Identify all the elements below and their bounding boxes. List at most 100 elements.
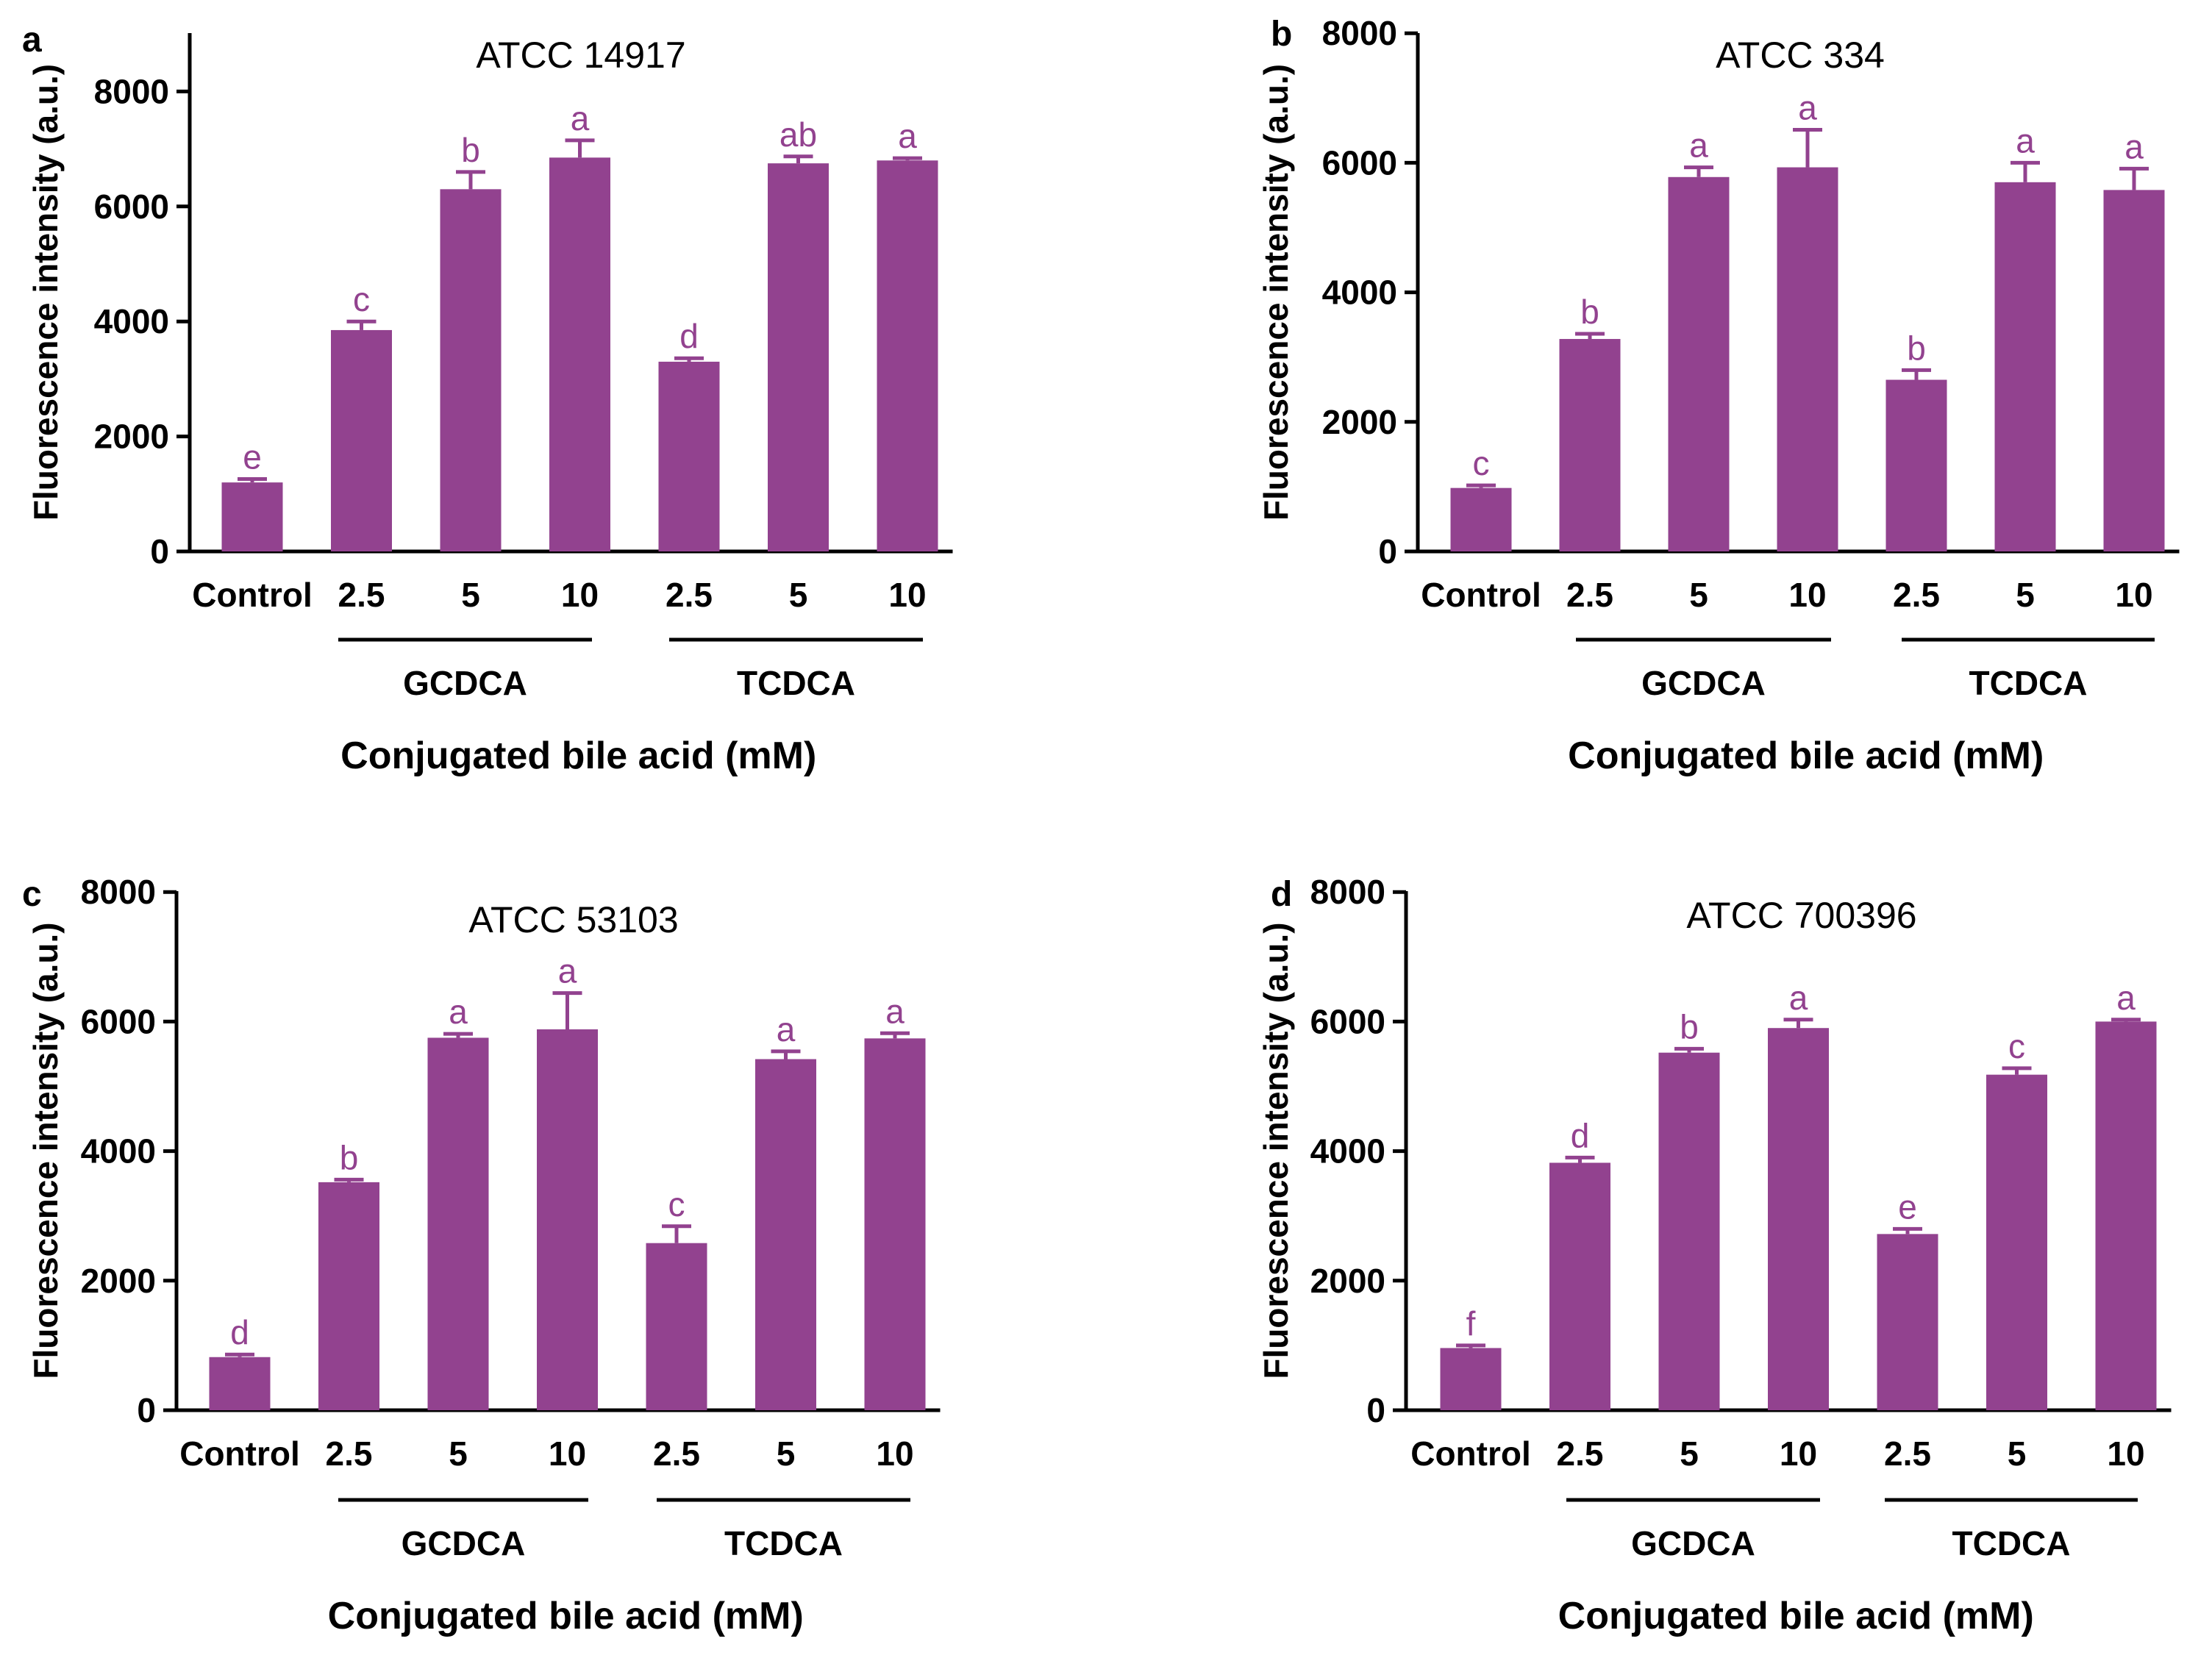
panel-c: c ATCC 53103 Fluorescence intensity (a.u.)… <box>22 873 941 1637</box>
x-tick-label: 5 <box>449 1434 468 1473</box>
x-tick-label: Control <box>1410 1434 1531 1473</box>
bar <box>768 163 829 551</box>
bar <box>1885 379 1947 551</box>
x-tick-label: 2.5 <box>653 1434 700 1473</box>
y-tick-label: 0 <box>1378 532 1397 571</box>
x-tick-label: 10 <box>1788 576 1826 614</box>
group-label: GCDCA <box>402 1524 526 1562</box>
significance-letter: a <box>571 99 590 137</box>
y-tick-label: 4000 <box>1322 274 1397 312</box>
x-tick-label: 2.5 <box>1884 1434 1931 1473</box>
x-tick-label: 2.5 <box>1566 576 1613 614</box>
x-axis-label: Conjugated bile acid (mM) <box>1558 1595 2034 1637</box>
chart-title: ATCC 14917 <box>476 35 685 76</box>
significance-letter: b <box>1680 1007 1699 1046</box>
panel-a: a ATCC 14917 Fluorescence intensity (a.u.)… <box>22 21 953 777</box>
bar <box>1658 1052 1720 1410</box>
y-tick-label: 0 <box>1366 1391 1385 1429</box>
significance-letter: a <box>1789 979 1808 1017</box>
y-tick-label: 2000 <box>1310 1262 1385 1300</box>
bar <box>331 329 392 551</box>
group-label: TCDCA <box>1969 664 2088 702</box>
bar <box>1559 339 1621 551</box>
bar <box>427 1037 489 1410</box>
bar <box>1986 1074 2047 1410</box>
x-tick-label: 2.5 <box>1557 1434 1604 1473</box>
x-tick-label: 5 <box>777 1434 796 1473</box>
y-tick-label: 0 <box>137 1391 156 1429</box>
significance-letter: e <box>243 437 262 476</box>
bar <box>1994 182 2056 551</box>
significance-letter: a <box>2124 127 2144 165</box>
y-axis-label: Fluorescence intensity (a.u.) <box>1257 922 1295 1379</box>
bar <box>318 1182 379 1410</box>
bar <box>1877 1234 1938 1410</box>
x-axis-label: Conjugated bile acid (mM) <box>340 735 816 777</box>
x-tick-label: 2.5 <box>326 1434 373 1473</box>
x-tick-label: 10 <box>2115 576 2152 614</box>
group-label: TCDCA <box>724 1524 843 1562</box>
y-tick-label: 2000 <box>81 1262 156 1300</box>
bar <box>2095 1021 2157 1410</box>
bar <box>1777 167 1838 551</box>
x-tick-label: 10 <box>888 576 926 614</box>
y-axis-label: Fluorescence intensity (a.u.) <box>26 922 65 1379</box>
y-tick-label: 2000 <box>1322 403 1397 441</box>
panel-b: b ATCC 334 Fluorescence intensity (a.u.) 0 2… <box>1257 14 2180 777</box>
y-axis-label: Fluorescence intensity (a.u.) <box>1257 64 1295 521</box>
group-label: TCDCA <box>737 664 855 702</box>
y-tick-label: 4000 <box>94 302 169 340</box>
panel-letter: b <box>1271 15 1292 54</box>
significance-letter: c <box>668 1185 685 1223</box>
group-label: GCDCA <box>403 664 527 702</box>
x-tick-label: 10 <box>876 1434 913 1473</box>
y-tick-label: 6000 <box>1322 143 1397 182</box>
x-tick-label: Control <box>192 576 313 614</box>
bar <box>1549 1162 1610 1410</box>
bar <box>1450 487 1512 551</box>
x-tick-label: Control <box>179 1434 300 1473</box>
group-label: GCDCA <box>1641 664 1766 702</box>
x-tick-label: 10 <box>1780 1434 1817 1473</box>
x-tick-label: 5 <box>789 576 808 614</box>
significance-letter: a <box>1798 88 1817 126</box>
y-tick-label: 8000 <box>94 72 169 110</box>
significance-letter: a <box>898 117 917 155</box>
y-tick-label: 6000 <box>81 1002 156 1040</box>
bar <box>1440 1348 1502 1410</box>
significance-letter: a <box>558 952 577 990</box>
bar <box>877 160 938 552</box>
x-tick-label: 10 <box>561 576 599 614</box>
significance-letter: c <box>1473 444 1490 482</box>
x-tick-label: 2.5 <box>666 576 713 614</box>
chart-title: ATCC 700396 <box>1686 895 1916 936</box>
y-tick-label: 4000 <box>1310 1132 1385 1171</box>
significance-letter: d <box>1571 1116 1590 1154</box>
x-tick-label: 5 <box>1680 1434 1699 1473</box>
y-tick-label: 0 <box>150 532 169 571</box>
x-tick-label: 5 <box>2008 1434 2027 1473</box>
chart-title: ATCC 53103 <box>468 899 678 940</box>
significance-letter: a <box>449 993 468 1031</box>
significance-letter: a <box>2016 121 2035 160</box>
x-tick-label: 10 <box>549 1434 586 1473</box>
x-tick-label: 5 <box>2016 576 2035 614</box>
significance-letter: c <box>2008 1027 2025 1065</box>
group-label: GCDCA <box>1631 1524 1755 1562</box>
significance-letter: e <box>1898 1187 1917 1226</box>
bar <box>658 361 720 551</box>
y-tick-label: 6000 <box>94 187 169 226</box>
panel-letter: a <box>22 21 42 60</box>
x-tick-label: 10 <box>2107 1434 2144 1473</box>
x-axis-label: Conjugated bile acid (mM) <box>328 1595 804 1637</box>
bar <box>440 189 502 551</box>
x-tick-label: 5 <box>461 576 480 614</box>
bar <box>1668 176 1730 552</box>
panel-letter: d <box>1271 875 1292 914</box>
bar <box>1768 1028 1829 1410</box>
y-tick-label: 4000 <box>81 1132 156 1171</box>
bar <box>2103 190 2165 551</box>
significance-letter: a <box>1689 126 1708 165</box>
x-tick-label: 5 <box>1689 576 1708 614</box>
